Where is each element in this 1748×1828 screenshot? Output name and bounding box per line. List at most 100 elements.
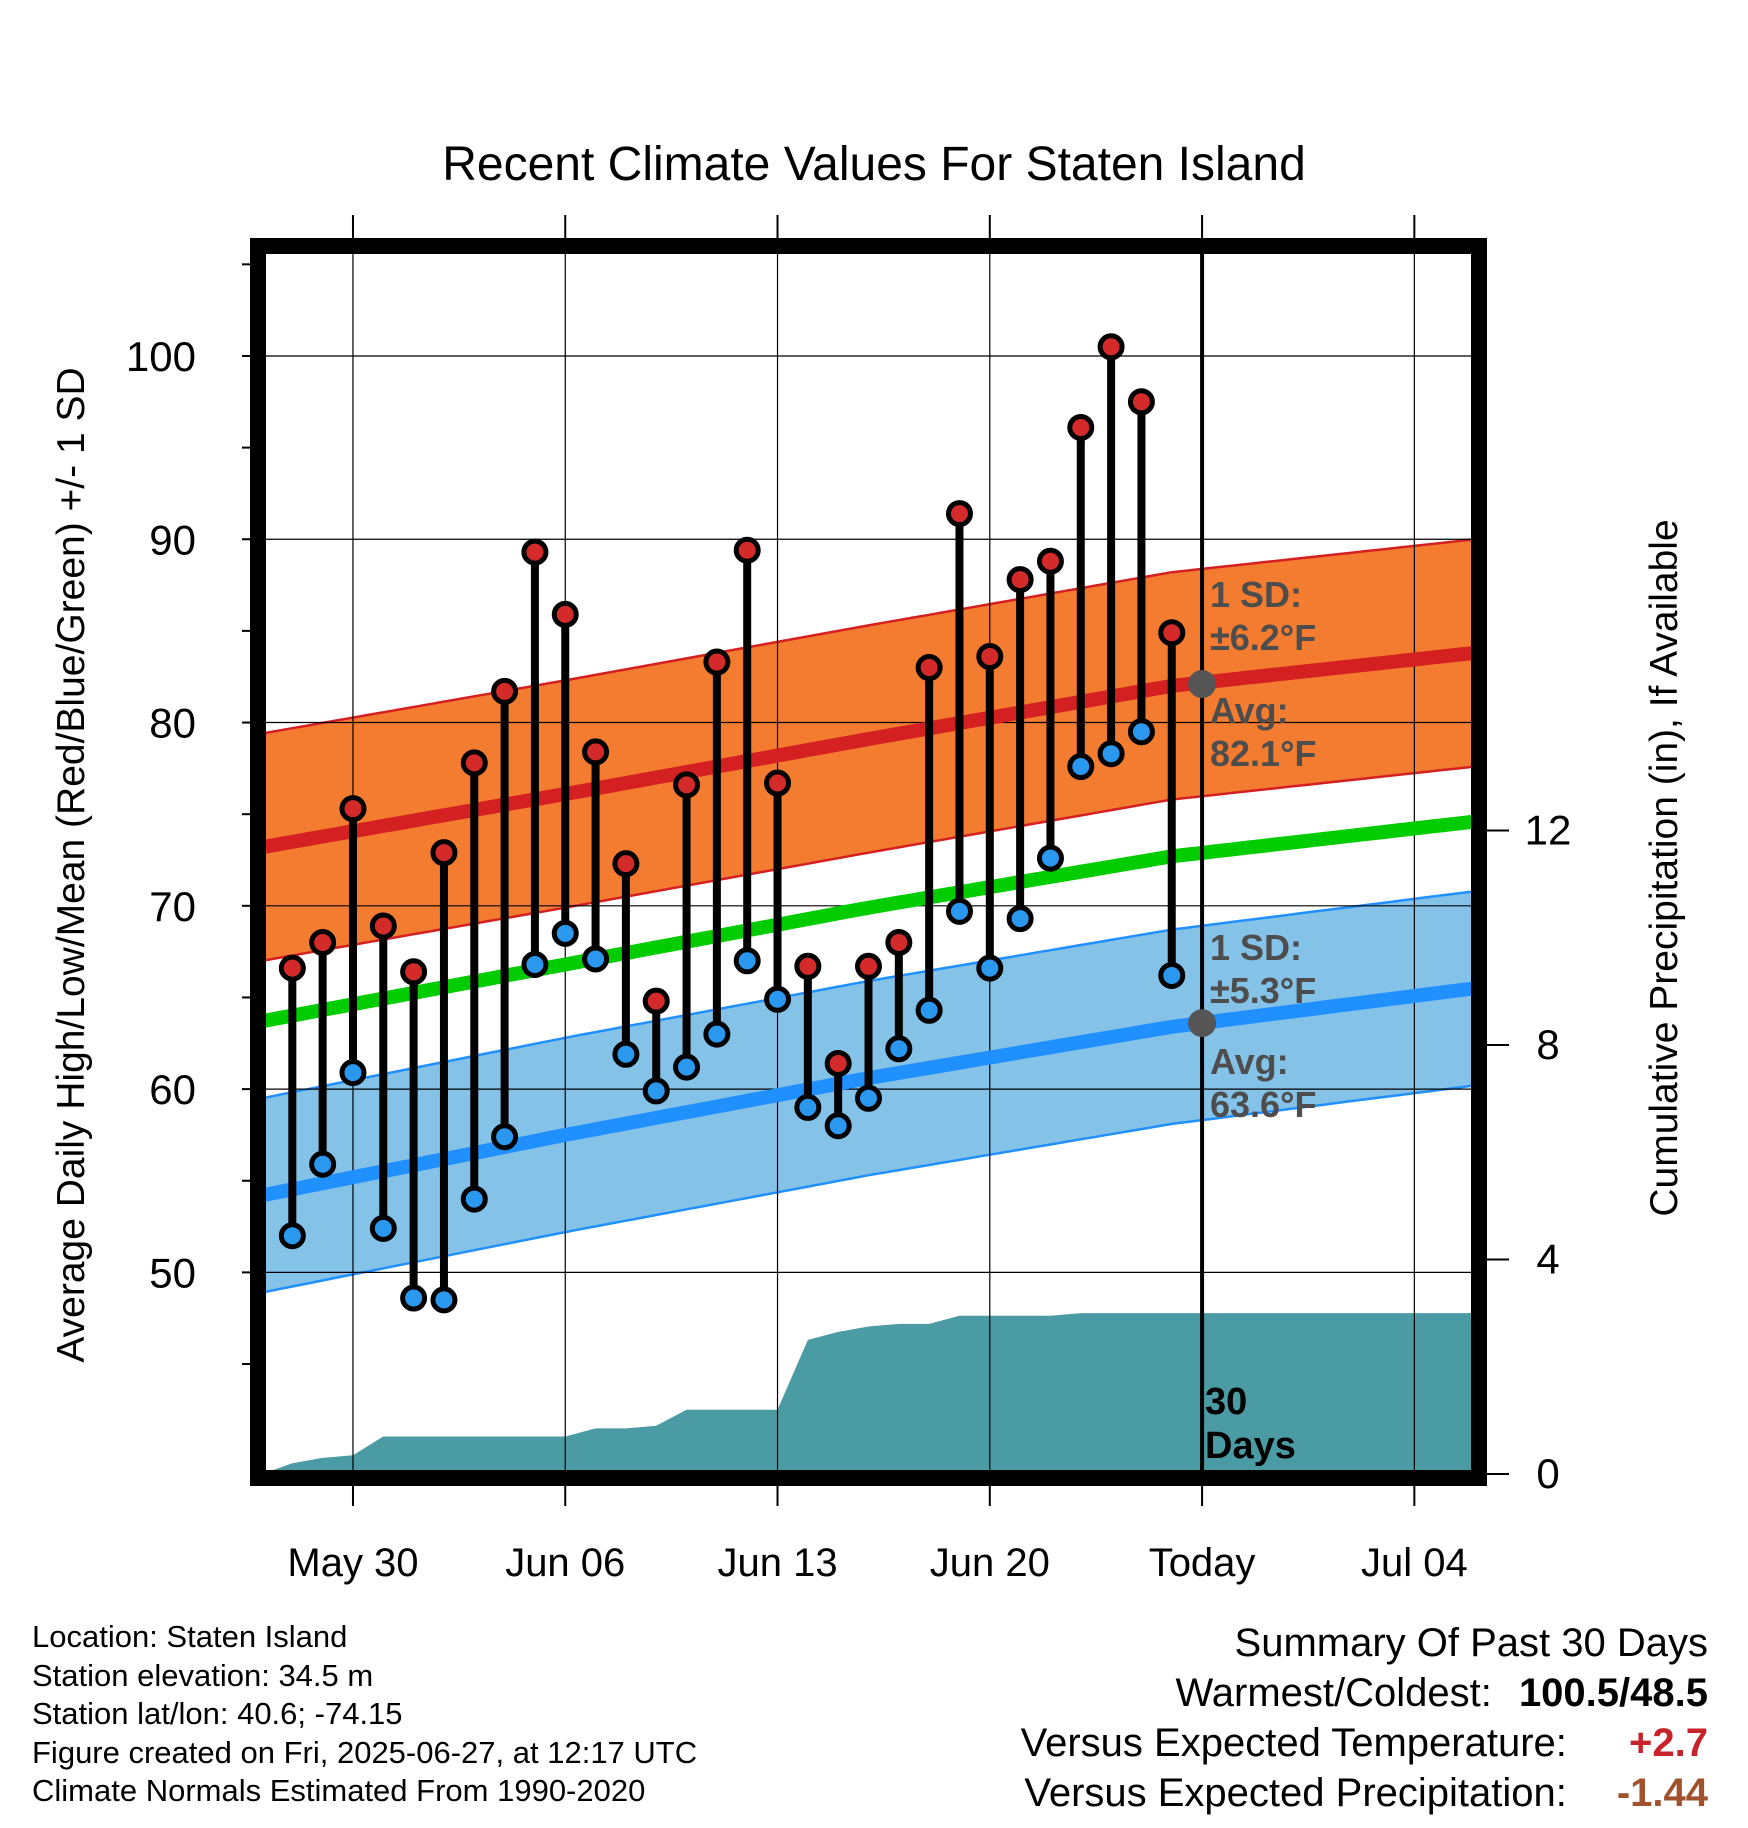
y2-tick-label-4: 4	[1536, 1236, 1559, 1283]
low-point-29	[1158, 961, 1186, 989]
high-point-4	[400, 958, 428, 986]
low-point-8	[521, 950, 549, 978]
low-point-14	[703, 1020, 731, 1048]
plot-border	[250, 238, 1487, 1486]
summary-precip-value: -1.44	[1616, 1771, 1708, 1815]
y2-tick-label-0: 0	[1536, 1450, 1559, 1497]
summary-temp-value: +2.7	[1629, 1721, 1708, 1765]
low-point-13	[673, 1053, 701, 1081]
high-point-6	[460, 749, 488, 777]
today-high-avg-marker	[1188, 670, 1217, 699]
x-axis-title: Day	[838, 1605, 909, 1610]
high-point-13	[673, 771, 701, 799]
low-point-24	[1006, 905, 1034, 933]
days-count-number: 30	[1205, 1381, 1247, 1423]
high-point-2	[339, 795, 367, 823]
x-tick-label-2: Jun 13	[717, 1541, 837, 1585]
summary-warmest-label: Warmest/Coldest:	[1175, 1671, 1492, 1715]
high-point-7	[491, 677, 519, 705]
y2-axis-title: Cumulative Precipitation (in), If Availa…	[1643, 519, 1686, 1216]
y-tick-label-60: 60	[149, 1066, 196, 1113]
low-avg-value: 63.6°F	[1210, 1084, 1316, 1125]
high-point-3	[369, 912, 397, 940]
low-point-18	[824, 1112, 852, 1140]
high-avg-value: 82.1°F	[1210, 733, 1316, 774]
summary-precip-row: Versus Expected Precipitation: -1.44	[1021, 1768, 1708, 1818]
axes: 50 60 70 80 90 100 0 4 8 12 May 30 Jun 06 Jun 13 Jun …	[50, 138, 1686, 1610]
low-avg-label: Avg:	[1210, 1041, 1289, 1082]
low-point-16	[764, 985, 792, 1013]
y-tick-label-70: 70	[149, 883, 196, 930]
low-point-26	[1067, 753, 1095, 781]
summary-precip-label: Versus Expected Precipitation:	[1024, 1771, 1567, 1815]
y-axis-title: Average Daily High/Low/Mean (Red/Blue/Gr…	[50, 367, 93, 1362]
high-band-upper-edge	[261, 538, 1476, 735]
info-elevation: Station elevation: 34.5 m	[32, 1657, 374, 1693]
low-point-11	[612, 1040, 640, 1068]
high-point-17	[794, 952, 822, 980]
high-point-19	[855, 952, 882, 980]
x-tick-label-0: May 30	[287, 1541, 418, 1585]
chart-title: Recent Climate Values For Staten Island	[442, 138, 1306, 191]
low-point-17	[794, 1093, 822, 1121]
low-point-28	[1127, 718, 1155, 746]
summary-title: Summary Of Past 30 Days	[1234, 1621, 1708, 1665]
low-point-12	[642, 1077, 670, 1105]
low-point-0	[278, 1222, 306, 1250]
days-count-word: Days	[1205, 1425, 1296, 1467]
high-point-23	[976, 643, 1004, 671]
low-point-3	[369, 1214, 397, 1242]
y2-tick-label-12: 12	[1525, 807, 1572, 854]
high-normal-line	[260, 645, 1476, 855]
high-point-10	[582, 738, 610, 766]
high-point-9	[551, 600, 579, 628]
high-point-16	[764, 769, 792, 797]
mean-normal-line	[260, 814, 1476, 1029]
info-created: Figure created on Fri, 2025-06-27, at 12…	[32, 1734, 698, 1770]
y-tick-label-100: 100	[126, 333, 196, 380]
low-point-19	[855, 1084, 882, 1112]
x-tick-label-4: Today	[1149, 1541, 1256, 1585]
low-point-27	[1097, 740, 1125, 768]
low-point-5	[430, 1286, 458, 1314]
low-point-7	[491, 1123, 519, 1151]
x-tick-label-5: Jul 04	[1361, 1541, 1468, 1585]
info-normals: Climate Normals Estimated From 1990-2020	[32, 1773, 646, 1808]
low-point-2	[339, 1059, 367, 1087]
summary-temp-row: Versus Expected Temperature: +2.7	[1021, 1718, 1708, 1768]
low-point-1	[309, 1150, 337, 1178]
high-point-20	[885, 928, 913, 956]
high-point-15	[733, 536, 761, 564]
high-point-27	[1097, 333, 1125, 361]
summary-temp-label: Versus Expected Temperature:	[1020, 1721, 1567, 1765]
daily-points	[278, 333, 1217, 1314]
high-point-14	[703, 648, 731, 676]
low-point-22	[945, 897, 973, 925]
low-point-20	[885, 1035, 913, 1063]
summary-warmest-row: Warmest/Coldest: 100.5/48.5	[1021, 1668, 1709, 1718]
info-location: Location: Staten Island	[32, 1619, 348, 1654]
plot-frame	[250, 238, 1487, 1486]
high-point-12	[642, 987, 670, 1015]
high-avg-label: Avg:	[1210, 690, 1289, 731]
high-point-18	[824, 1049, 852, 1077]
low-point-23	[976, 954, 1004, 982]
low-sd-label: 1 SD:	[1210, 927, 1302, 968]
summary-warmest-value: 100.5/48.5	[1518, 1671, 1708, 1715]
high-point-22	[945, 500, 973, 528]
y-tick-label-50: 50	[149, 1249, 196, 1296]
climate-chart: 50 60 70 80 90 100 0 4 8 12 May 30 Jun 06 Jun 13 Jun …	[50, 138, 1686, 1610]
high-sd-label: 1 SD:	[1210, 574, 1302, 615]
high-band-lower-edge	[261, 765, 1476, 963]
high-point-11	[612, 850, 640, 878]
high-point-21	[915, 654, 943, 682]
low-point-9	[551, 919, 579, 947]
low-band-lower-edge	[261, 1084, 1476, 1294]
y-tick-label-80: 80	[149, 700, 196, 747]
daily-stems	[288, 346, 1176, 1300]
high-point-29	[1158, 619, 1186, 647]
low-point-21	[915, 996, 943, 1024]
today-low-avg-marker	[1188, 1009, 1217, 1038]
high-sd-value: ±6.2°F	[1210, 617, 1316, 658]
